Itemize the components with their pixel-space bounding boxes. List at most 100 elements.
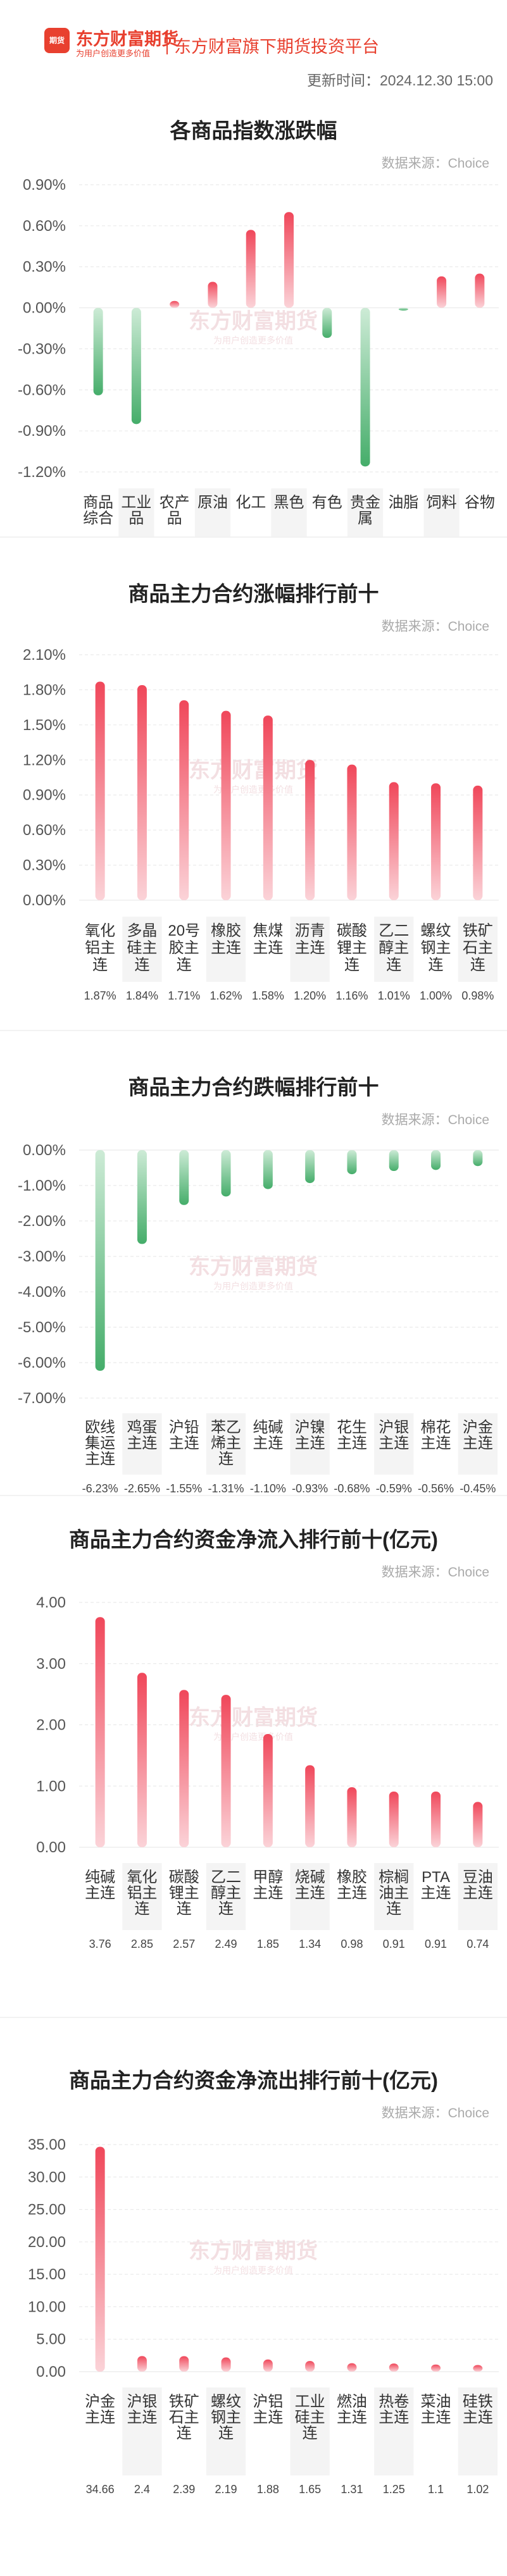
bar — [389, 782, 399, 900]
bar — [263, 715, 273, 900]
watermark-slogan: 为用户创造更多价值 — [213, 1281, 293, 1291]
x-tick-label: 沪铝主连 — [253, 2393, 283, 2426]
x-tick-label: 鸡蛋主连 — [127, 1419, 157, 1452]
data-label: 2.49 — [215, 1938, 237, 1950]
update-time: 更新时间：2024.12.30 15:00 — [306, 72, 493, 89]
bar — [322, 307, 332, 338]
x-tick-label: 原油 — [197, 494, 228, 511]
x-tick-label: 菜油主连 — [421, 2393, 451, 2426]
x-tick-label: 苯乙烯主连 — [211, 1419, 241, 1468]
y-tick-label: -0.60% — [18, 381, 66, 399]
x-tick-label: 橡胶主连 — [337, 1869, 367, 1902]
bar — [95, 681, 105, 900]
section-divider — [0, 536, 507, 538]
x-tick-label: 油脂 — [388, 494, 418, 511]
data-label: 0.98 — [341, 1938, 363, 1950]
x-tick-label: 沪镍主连 — [295, 1419, 325, 1452]
data-label: -0.59% — [376, 1482, 412, 1495]
data-source: 数据来源：Choice — [381, 1113, 489, 1127]
bar — [179, 1690, 189, 1847]
bar — [398, 307, 408, 311]
data-label: 1.34 — [299, 1938, 321, 1950]
y-tick-label: -1.20% — [18, 464, 66, 481]
watermark: 东方财富期货 — [189, 2239, 318, 2264]
category-band — [458, 2387, 498, 2475]
x-tick-label: 铁矿石主连 — [169, 2393, 199, 2442]
x-tick-label: 沪金主连 — [463, 1419, 493, 1452]
category-band — [374, 917, 414, 982]
x-tick-label: 棉花主连 — [421, 1419, 451, 1452]
data-label: 1.20% — [294, 989, 326, 1002]
x-tick-label: 纯碱主连 — [85, 1869, 115, 1902]
data-source: 数据来源：Choice — [381, 2106, 489, 2121]
bar — [221, 1150, 231, 1197]
chart-title: 商品主力合约资金净流入排行前十(亿元) — [69, 1528, 438, 1551]
category-band — [122, 917, 162, 982]
y-tick-label: -4.00% — [18, 1284, 66, 1301]
x-tick-label: 棕榈油主连 — [379, 1869, 409, 1917]
watermark-slogan: 为用户创造更多价值 — [213, 784, 293, 795]
bar — [389, 1150, 399, 1172]
bar — [137, 685, 147, 900]
data-label: 1.58% — [252, 989, 284, 1002]
category-band — [206, 917, 246, 982]
data-label: 1.71% — [168, 989, 200, 1002]
category-band — [374, 2387, 414, 2475]
y-tick-label: 10.00 — [28, 2298, 66, 2315]
bar — [305, 2361, 315, 2372]
chart-title: 商品主力合约跌幅排行前十 — [128, 1075, 379, 1099]
y-tick-label: 0.60% — [23, 218, 66, 235]
bar — [347, 2363, 357, 2372]
x-tick-label: 沪铅主连 — [169, 1419, 199, 1452]
bar — [389, 1791, 399, 1847]
data-label: -0.93% — [292, 1482, 328, 1495]
x-tick-label: 碳酸锂主连 — [169, 1869, 199, 1917]
bar — [431, 1791, 441, 1847]
y-tick-label: 0.00% — [23, 1142, 66, 1159]
bar — [347, 1787, 357, 1847]
bar — [95, 1150, 105, 1371]
data-source: 数据来源：Choice — [381, 156, 489, 171]
y-tick-label: 30.00 — [28, 2169, 66, 2186]
category-band — [290, 2387, 330, 2475]
bar — [131, 307, 141, 424]
watermark-slogan: 为用户创造更多价值 — [213, 1732, 293, 1742]
data-label: -0.45% — [460, 1482, 496, 1495]
data-label: -1.10% — [250, 1482, 286, 1495]
bar — [431, 783, 441, 900]
category-band — [122, 1413, 162, 1475]
x-tick-label: 橡胶主连 — [211, 922, 241, 957]
bar — [95, 1617, 105, 1847]
x-tick-label: 黑色 — [274, 494, 304, 511]
bar — [170, 300, 180, 308]
bar — [305, 1150, 315, 1184]
bar — [389, 2363, 399, 2372]
data-label: 1.87% — [84, 989, 116, 1002]
category-band — [290, 1863, 330, 1930]
x-tick-label: 氧化铝主连 — [127, 1869, 157, 1917]
bar — [263, 2359, 273, 2372]
data-label: 0.91 — [425, 1938, 447, 1950]
bar — [93, 307, 103, 395]
brand-logo-icon: 期货 — [44, 28, 70, 53]
data-label: 2.19 — [215, 2483, 237, 2496]
y-tick-label: -1.00% — [18, 1177, 66, 1194]
x-tick-label: 螺纹钢主连 — [421, 922, 451, 974]
x-tick-label: 烧碱主连 — [295, 1869, 325, 1902]
header-divider — [166, 30, 168, 54]
category-band — [458, 1863, 498, 1930]
category-band — [347, 488, 384, 538]
bar — [137, 1150, 147, 1244]
x-tick-label: 20号胶主连 — [168, 922, 200, 974]
y-tick-label: -3.00% — [18, 1248, 66, 1265]
bar — [263, 1734, 273, 1847]
category-band — [374, 1413, 414, 1475]
y-tick-label: 5.00 — [36, 2331, 66, 2348]
bar — [431, 2364, 441, 2372]
x-tick-label: 商品综合 — [83, 494, 113, 527]
bar — [246, 230, 256, 308]
x-tick-label: 欧线集运主连 — [85, 1419, 115, 1468]
brand-slogan: 为用户创造更多价值 — [76, 49, 151, 58]
bar — [347, 764, 357, 900]
